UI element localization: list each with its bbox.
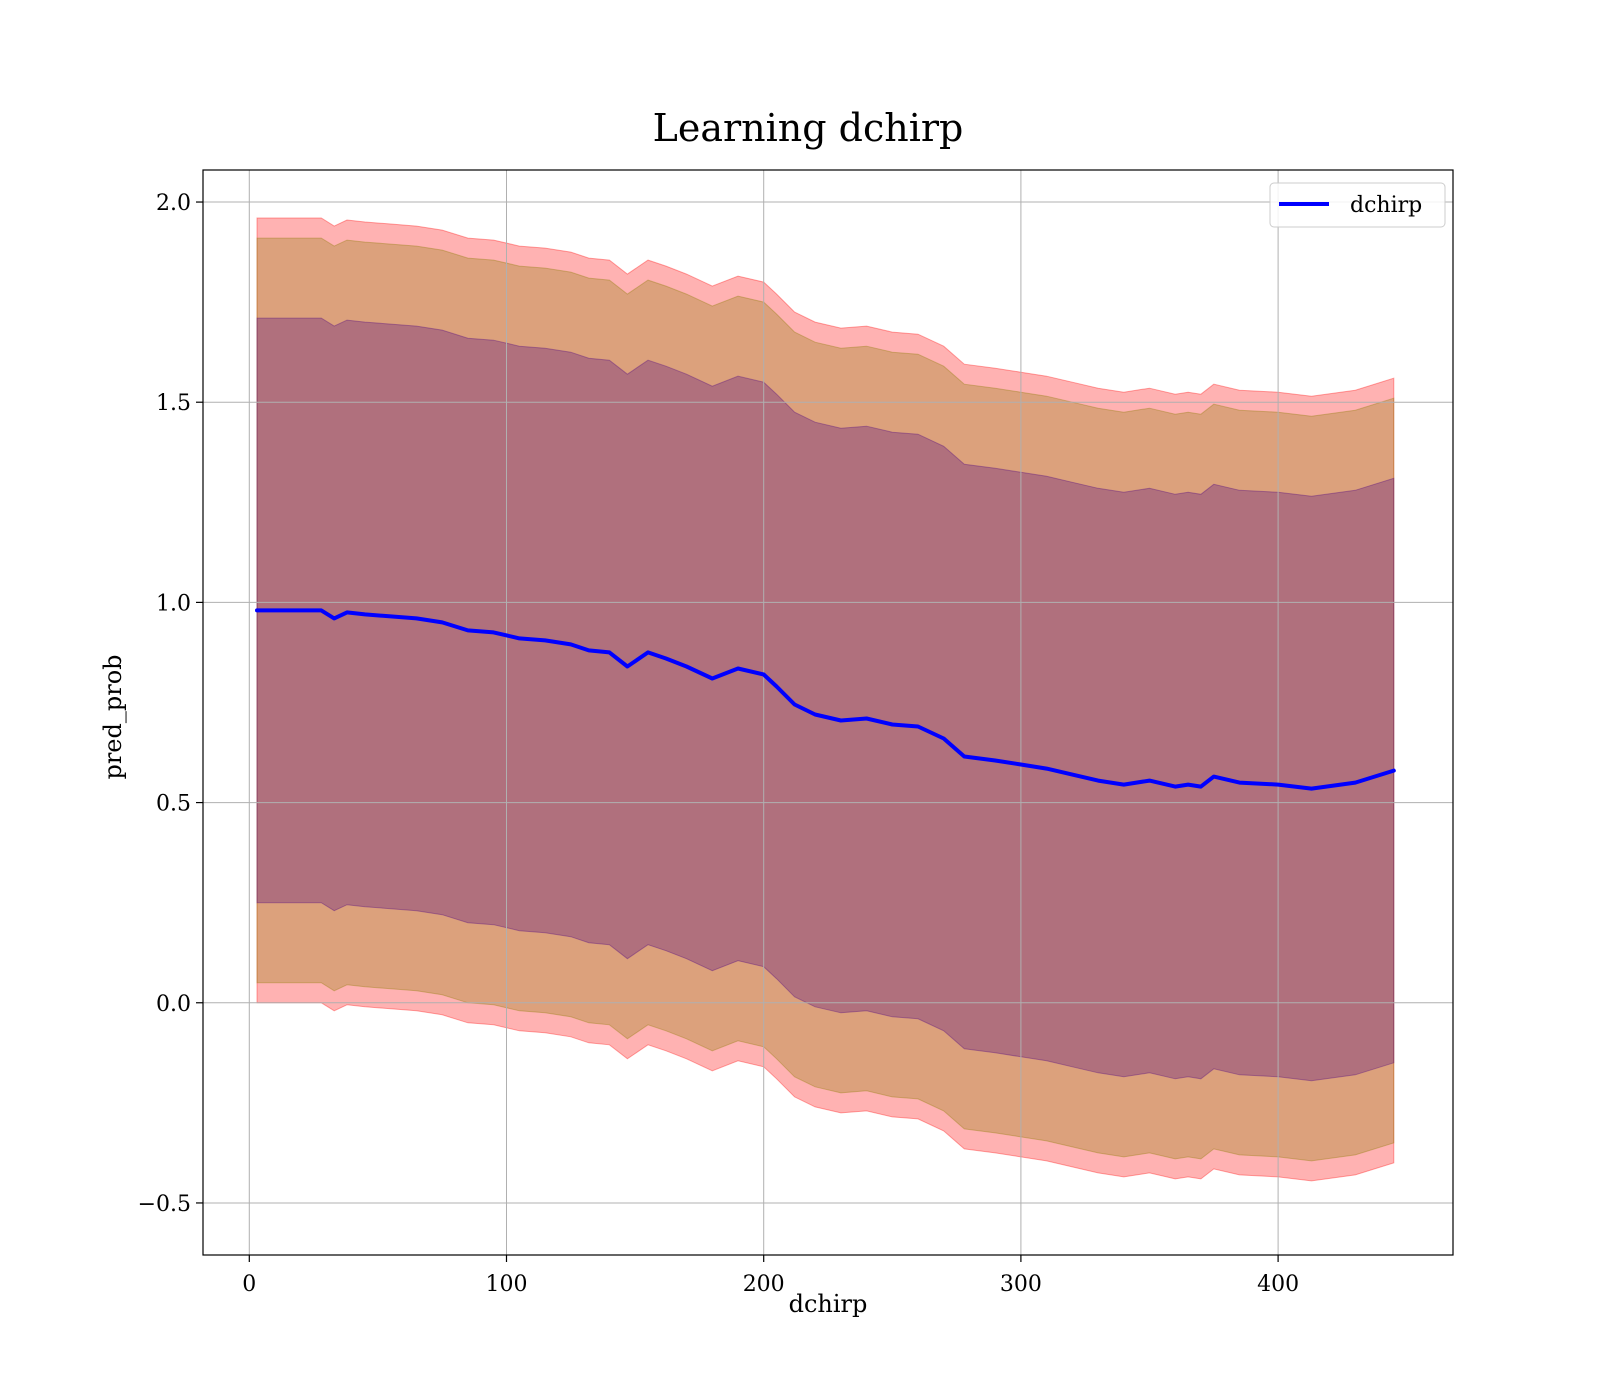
series-lines	[255, 608, 1396, 791]
legend: dchirp	[1269, 182, 1446, 228]
y-axis-label: pred_prob	[99, 654, 127, 779]
confidence-band-3	[256, 317, 1395, 1082]
chart-title: Learning dchirp	[653, 106, 964, 150]
y-axis-ticks: −0.5 0.0 0.5 1.0 1.5 2.0	[138, 191, 203, 1217]
x-tick-label: 300	[1000, 1272, 1042, 1297]
plot-frame	[202, 169, 1454, 1256]
x-axis-ticks: 0 100 200 300 400	[242, 1255, 1299, 1297]
x-tick-label: 200	[743, 1272, 785, 1297]
x-axis-label: dchirp	[789, 1290, 868, 1318]
x-tick-label: 100	[485, 1272, 527, 1297]
y-tick-label: −0.5	[138, 1192, 191, 1217]
grid	[203, 170, 1453, 1255]
confidence-band-2	[256, 237, 1395, 1162]
x-tick-label: 0	[242, 1272, 256, 1297]
y-tick-label: 0.5	[156, 792, 191, 817]
legend-label: dchirp	[1350, 193, 1422, 218]
series-line-dchirp	[255, 608, 1396, 791]
confidence-band-1	[256, 217, 1395, 1182]
y-tick-label: 0.0	[156, 992, 191, 1017]
x-tick-label: 400	[1257, 1272, 1299, 1297]
legend-box	[1269, 182, 1446, 228]
y-tick-label: 1.0	[156, 591, 191, 616]
confidence-bands	[256, 217, 1395, 1182]
y-tick-label: 2.0	[156, 191, 191, 216]
y-tick-label: 1.5	[156, 391, 191, 416]
